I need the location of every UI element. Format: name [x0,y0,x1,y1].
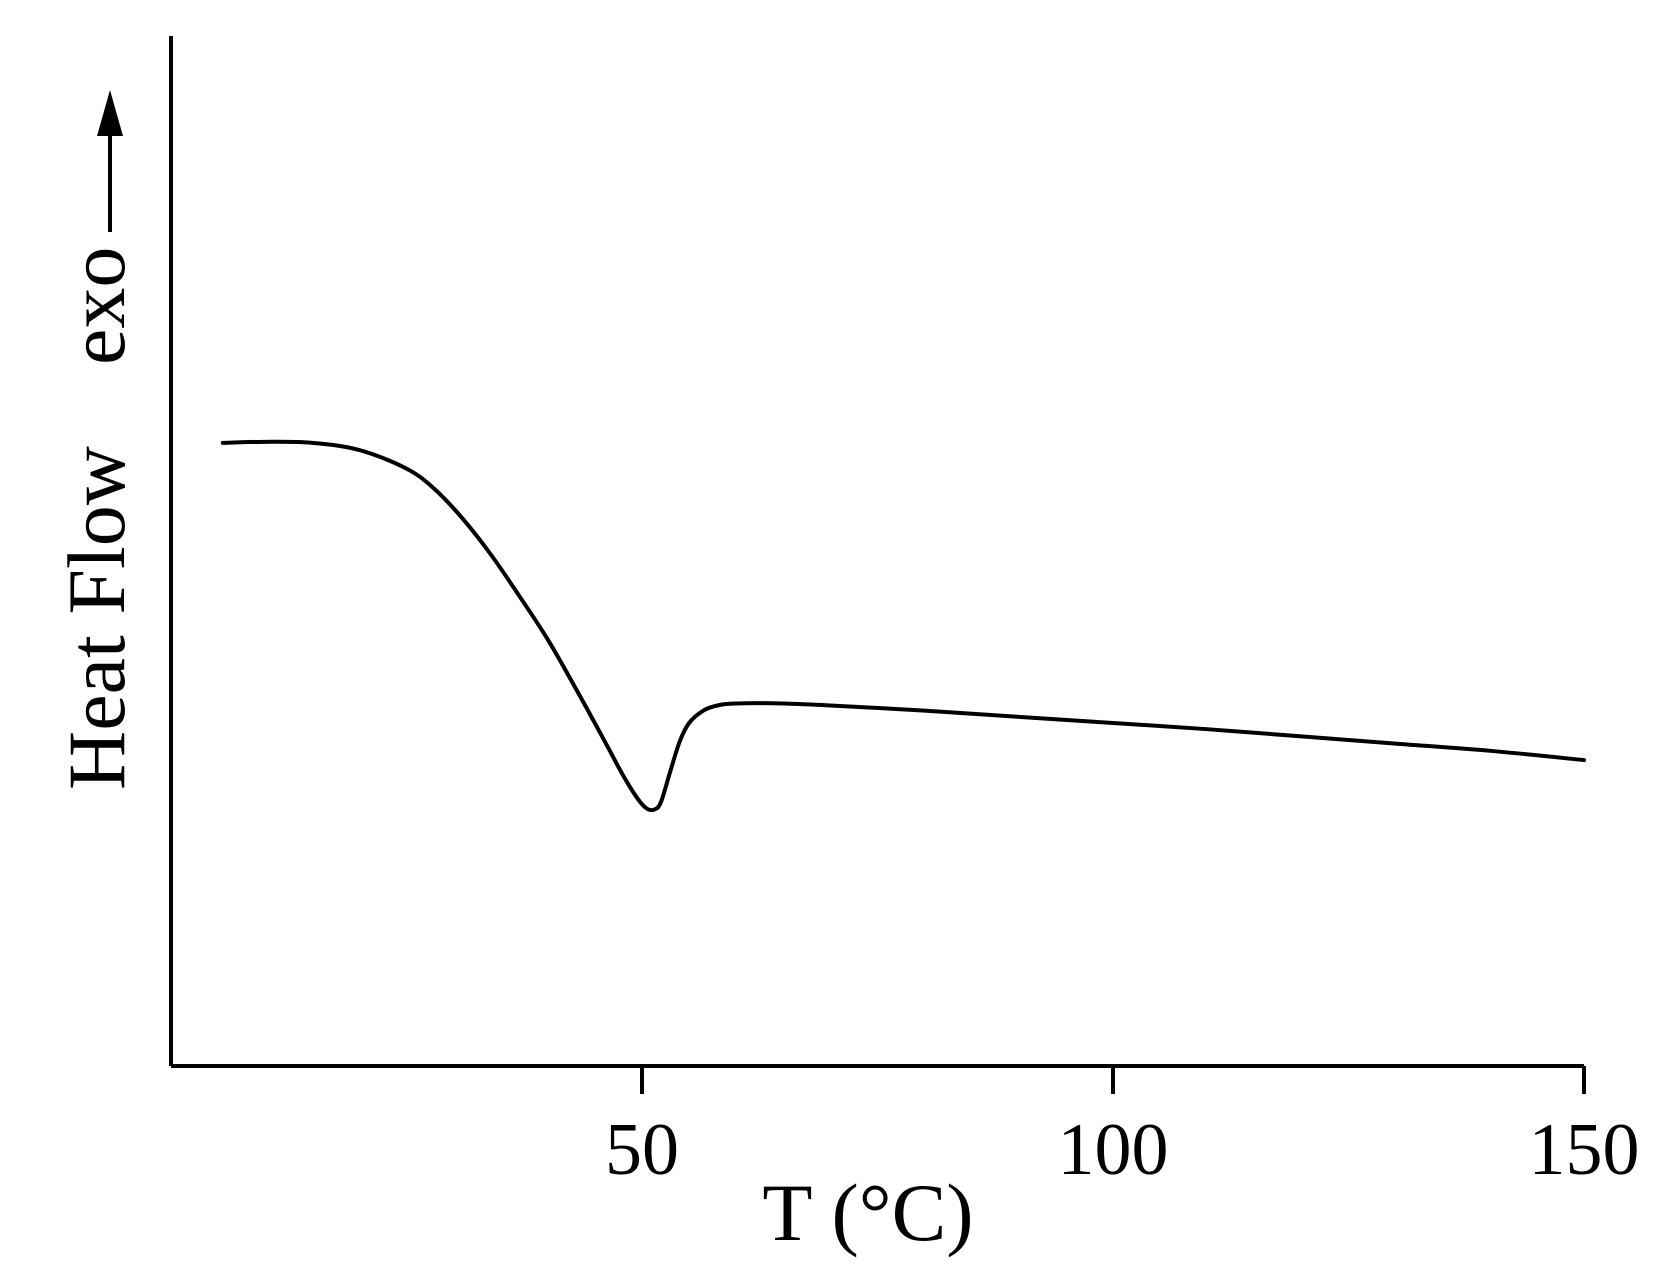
x-tick-label: 100 [1058,1109,1169,1191]
y-axis-title-group: Heat Flow [51,446,142,790]
x-tick-label: 50 [605,1109,679,1191]
x-axis-title: T (°C) [762,1167,973,1258]
exo-annotation: exo [51,90,142,365]
axes [169,36,1584,1068]
series-layer [220,439,1586,813]
x-ticks: 50 100 150 [605,1066,1640,1191]
exo-label: exo [51,247,142,365]
y-axis-title: Heat Flow [51,446,142,790]
x-tick-label: 150 [1529,1109,1640,1191]
heat-flow-curve [220,439,1586,813]
exo-arrow-head [97,90,123,136]
